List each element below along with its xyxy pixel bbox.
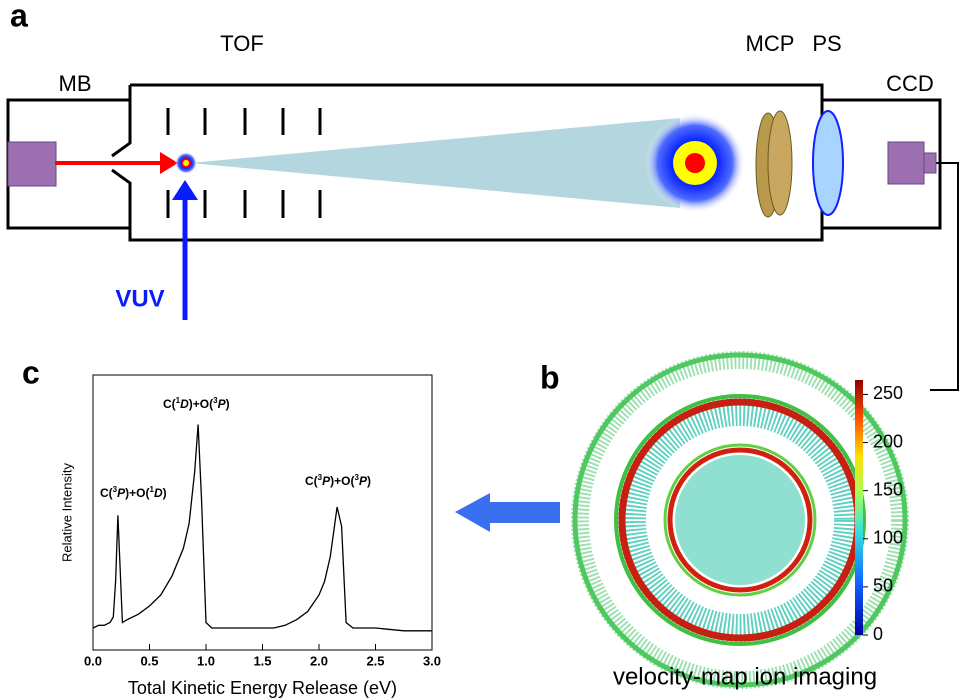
vuv-label: VUV	[115, 285, 164, 312]
ps-label: PS	[812, 31, 841, 56]
annotation-part: P	[218, 397, 227, 411]
annotation-part: )	[226, 397, 230, 411]
colorbar-tick-label: 150	[873, 479, 903, 499]
interaction-core	[181, 158, 191, 168]
colorbar-tick-label: 200	[873, 431, 903, 451]
plot-frame	[92, 374, 433, 651]
x-tick-label: 0.0	[84, 653, 102, 668]
x-tick-label: 2.0	[310, 653, 328, 668]
colorbar-tick-label: 250	[873, 383, 903, 403]
annotation-part: 3	[213, 396, 218, 405]
ccd-camera	[887, 141, 925, 185]
inner-ring-outer	[663, 443, 817, 597]
outer-ring-edge	[572, 352, 908, 688]
annotation-part: )+O(	[330, 474, 354, 488]
mb-source	[7, 141, 57, 187]
caption: velocity-map ion imaging	[613, 663, 877, 690]
annotation-part: D	[154, 486, 163, 500]
x-tick-label: 1.5	[253, 653, 271, 668]
annotation-part: )	[367, 474, 371, 488]
annotation-part: 1	[149, 485, 154, 494]
ccd-label: CCD	[886, 71, 934, 96]
annotation-part: D	[180, 397, 189, 411]
colorbar	[855, 380, 863, 635]
inner-disk	[675, 455, 805, 585]
ccd-lens	[923, 152, 937, 174]
detector-red	[685, 153, 705, 173]
inner-ring	[667, 447, 813, 593]
peak-annotation: C(1D)+O(3P)	[163, 396, 230, 412]
mcp-label: MCP	[746, 31, 795, 56]
flow-arrow	[455, 493, 560, 532]
vuv-arrowhead	[172, 180, 198, 200]
panel-label: b	[540, 359, 560, 395]
tof-label: TOF	[220, 31, 264, 56]
apparatus	[6, 83, 959, 391]
annotation-part: P	[322, 474, 331, 488]
outer-ring	[571, 351, 909, 689]
peak-annotation: C(3P)+O(3P)	[305, 473, 371, 489]
annotation-part: 1	[176, 396, 181, 405]
x-tick-label: 2.5	[366, 653, 384, 668]
annotation-part: C(	[305, 474, 318, 488]
colorbar-tick-label: 100	[873, 528, 903, 548]
annotation-part: )+O(	[189, 397, 213, 411]
mcp-plate	[767, 110, 793, 216]
annotation-part: 3	[354, 473, 359, 482]
phosphor-screen	[812, 110, 844, 216]
ccd-wire	[930, 162, 959, 391]
annotation-part: )	[163, 486, 167, 500]
annotation-part: 3	[318, 473, 323, 482]
annotation-part: P	[117, 486, 126, 500]
middle-ring	[618, 398, 862, 642]
x-tick-label: 1.0	[197, 653, 215, 668]
colorbar-tick-label: 0	[873, 624, 883, 644]
annotation-part: C(	[163, 397, 176, 411]
mb-arrowhead	[160, 152, 178, 174]
electrodes	[166, 108, 322, 218]
tof-chamber	[111, 83, 824, 242]
mb-label: MB	[59, 71, 92, 96]
x-tick-label: 3.0	[423, 653, 441, 668]
annotation-part: P	[359, 474, 368, 488]
spectrum-line	[92, 424, 432, 632]
x-axis-label: Total Kinetic Energy Release (eV)	[128, 678, 397, 698]
ion-image	[571, 351, 909, 689]
x-tick-label: 0.5	[140, 653, 158, 668]
annotation-part: )+O(	[125, 486, 149, 500]
annotation-part: 3	[113, 485, 118, 494]
y-axis-label: Relative Intensity	[59, 463, 74, 562]
annotation-part: C(	[100, 486, 113, 500]
peak-annotation: C(3P)+O(1D)	[100, 485, 167, 501]
colorbar-tick-label: 50	[873, 576, 893, 596]
middle-ring-outer	[614, 394, 866, 646]
panel-label: a	[10, 0, 28, 33]
panel-label: c	[22, 354, 40, 390]
ion-cone	[190, 118, 680, 208]
